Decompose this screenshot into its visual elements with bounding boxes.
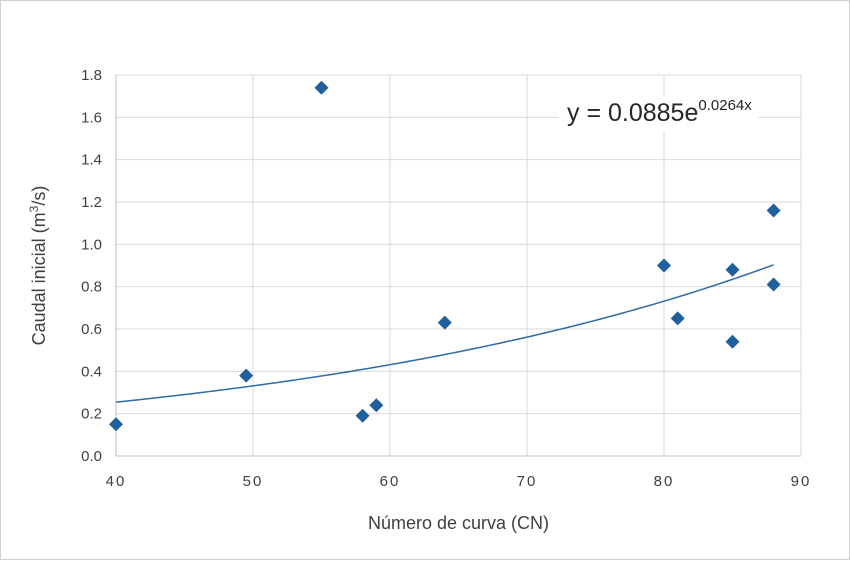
y-tick-label: 1.6 <box>81 109 102 126</box>
x-axis-title: Número de curva (CN) <box>368 513 549 533</box>
x-tick-label: 90 <box>791 473 812 490</box>
x-tick-label: 70 <box>517 473 538 490</box>
y-axis-title: Caudal inicial (m3/s) <box>27 186 49 346</box>
data-point <box>314 80 329 95</box>
data-point <box>657 258 671 273</box>
y-tick-label: 0.4 <box>81 363 102 380</box>
data-point <box>369 398 384 413</box>
y-tick-label: 1.0 <box>81 236 102 253</box>
data-point <box>766 203 781 218</box>
data-point <box>109 417 123 432</box>
y-tick-label: 0.6 <box>81 321 102 338</box>
axes: 0.0 0.2 0.4 0.6 0.8 1.0 1.2 1.4 1.6 1.8 40 50 60 70 80… <box>81 67 812 490</box>
x-tick-label: 80 <box>654 473 675 490</box>
y-axis-title-base: Caudal inicial (m <box>29 212 49 345</box>
data-points <box>109 80 781 432</box>
y-tick-label: 0.2 <box>81 406 102 423</box>
data-point <box>239 368 254 383</box>
gridlines <box>116 74 802 456</box>
trendline-equation: y = 0.0885e0.0264x <box>567 97 752 127</box>
y-tick-label: 1.8 <box>81 67 102 84</box>
data-point <box>670 311 685 326</box>
equation-background <box>559 95 759 131</box>
x-tick-label: 60 <box>380 473 401 490</box>
x-tick-label: 50 <box>243 473 264 490</box>
data-point <box>766 277 781 292</box>
y-tick-label: 0.8 <box>81 279 102 296</box>
data-point <box>725 262 740 277</box>
x-tick-label: 40 <box>106 473 127 490</box>
trendline <box>115 264 774 403</box>
y-axis-title-superscript: 3 <box>27 205 41 212</box>
y-tick-label: 1.4 <box>81 152 102 169</box>
trendline-layer <box>115 264 774 403</box>
equation-exponent: 0.0264x <box>698 97 752 114</box>
y-tick-label: 0.0 <box>81 448 102 465</box>
data-point <box>355 408 370 423</box>
y-tick-label: 1.2 <box>81 194 102 211</box>
y-axis-title-end: /s) <box>29 186 49 206</box>
data-point <box>725 334 740 349</box>
data-point <box>437 315 452 330</box>
equation-main: y = 0.0885e <box>567 99 698 127</box>
